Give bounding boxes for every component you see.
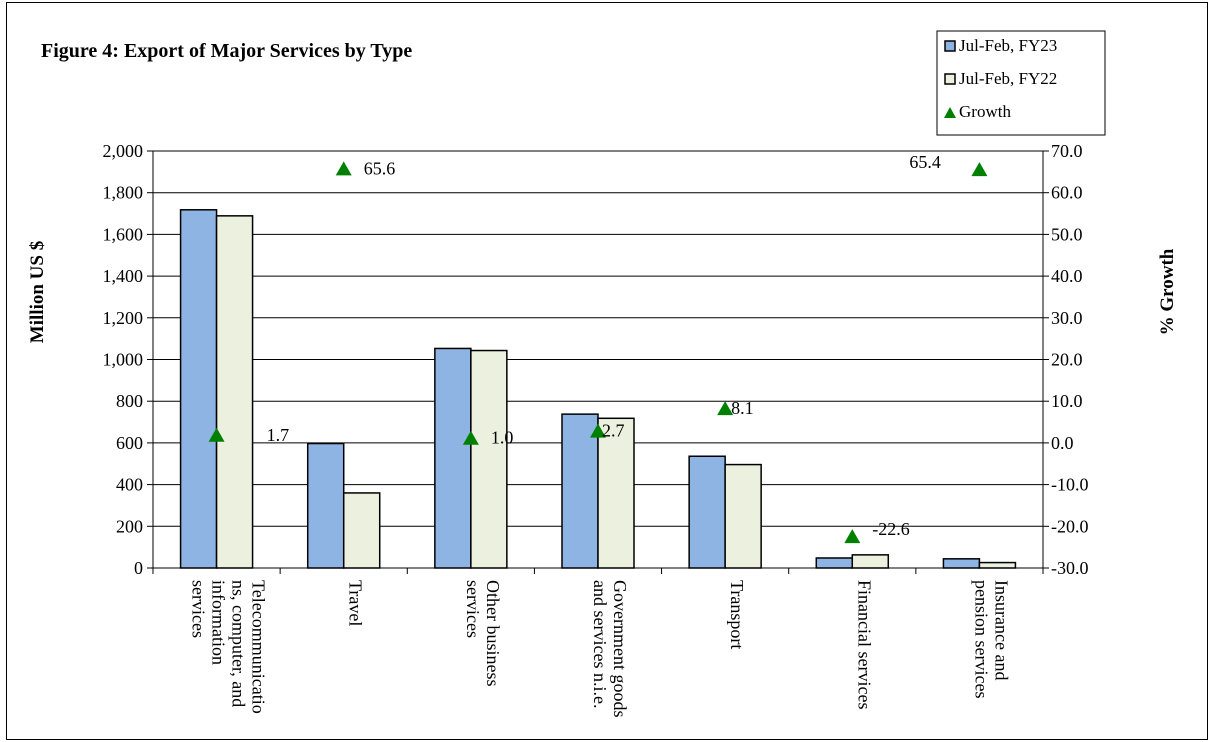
- category-label-line: information: [209, 580, 229, 665]
- growth-data-label: 1.7: [267, 425, 290, 445]
- y-tick-label: 2,000: [103, 141, 144, 161]
- category-label: Transport: [727, 580, 747, 649]
- y2-tick-label: 70.0: [1051, 141, 1083, 161]
- category-label-line: ns, computer, and: [229, 580, 249, 707]
- growth-data-label: 8.1: [731, 398, 754, 418]
- y2-tick-label: 20.0: [1051, 350, 1083, 370]
- y2-tick-label: -10.0: [1051, 475, 1089, 495]
- chart-svg: Figure 4: Export of Major Services by Ty…: [27, 30, 1178, 717]
- bar: [942, 558, 981, 569]
- category-label-line: pension services: [971, 580, 991, 698]
- y-tick-label: 600: [116, 433, 143, 453]
- bar: [597, 417, 635, 569]
- y2-tick-label: 10.0: [1051, 391, 1083, 411]
- y-tick-label: 200: [116, 516, 143, 536]
- category-label-line: Telecommunicatio: [249, 580, 269, 714]
- category-label-line: Insurance and: [991, 580, 1011, 680]
- y2-tick-label: -20.0: [1051, 516, 1089, 536]
- y-tick-label: 800: [116, 391, 143, 411]
- chart-title: Figure 4: Export of Major Services by Ty…: [41, 40, 412, 62]
- y-tick-label: 1,600: [103, 224, 144, 244]
- growth-data-label: 65.4: [909, 152, 941, 172]
- growth-marker: [208, 427, 225, 442]
- legend-swatch: [944, 40, 956, 52]
- category-label-line: Government goods: [610, 580, 630, 717]
- growth-marker: [971, 162, 988, 177]
- bar: [815, 557, 854, 569]
- bar: [179, 209, 218, 569]
- axes: 0 200 400 600 800 1,000 1,200 1,400 1,600 1,800 2,…: [103, 141, 1089, 578]
- y2-tick-label: 0.0: [1051, 433, 1074, 453]
- data-labels: 1.7 65.6 1.0 2.7 8.1 -22.6 65.4: [267, 152, 941, 539]
- growth-marker: [335, 161, 352, 176]
- bar: [724, 463, 762, 569]
- y2-tick-label: 50.0: [1051, 224, 1083, 244]
- growth-data-label: 65.6: [364, 158, 396, 178]
- category-label-line: services: [463, 580, 483, 638]
- bar: [978, 561, 1017, 569]
- legend-label: Jul-Feb, FY23: [959, 36, 1057, 55]
- growth-marker: [462, 430, 479, 445]
- y2-tick-label: -30.0: [1051, 558, 1089, 578]
- legend-marker: [944, 107, 956, 118]
- bar: [851, 554, 890, 569]
- bar: [470, 349, 508, 569]
- bar: [434, 347, 472, 569]
- legend-box: [936, 30, 1106, 136]
- category-label-line: Financial services: [854, 580, 874, 709]
- y-axis-title: Million US $: [27, 241, 48, 343]
- category-label-line: services: [189, 580, 209, 638]
- y-tick-label: 400: [116, 475, 143, 495]
- bar: [215, 215, 254, 569]
- category-label-line: Travel: [346, 580, 366, 626]
- y-tick-label: 1,000: [103, 350, 144, 370]
- growth-data-label: -22.6: [872, 519, 910, 539]
- y2-tick-label: 60.0: [1051, 183, 1083, 203]
- y-tick-label: 1,400: [103, 266, 144, 286]
- growth-marker: [844, 529, 861, 544]
- y2-tick-label: 40.0: [1051, 266, 1083, 286]
- category-label-line: and services n.i.e.: [590, 580, 610, 708]
- bar: [306, 442, 345, 569]
- category-label: Financial services: [854, 580, 874, 709]
- category-label-line: Other business: [483, 580, 503, 687]
- bars: [179, 209, 1017, 569]
- bar: [342, 492, 381, 569]
- gridlines: [153, 150, 1043, 527]
- legend-label: Jul-Feb, FY22: [959, 69, 1057, 88]
- category-label: Travel: [346, 580, 366, 626]
- growth-markers: [208, 161, 988, 544]
- legend-swatch: [944, 73, 956, 85]
- y2-tick-label: 30.0: [1051, 308, 1083, 328]
- bar: [688, 455, 726, 569]
- legend: Jul-Feb, FY23 Jul-Feb, FY22 Growth: [936, 30, 1106, 136]
- y-tick-label: 1,800: [103, 183, 144, 203]
- chart-frame: Figure 4: Export of Major Services by Ty…: [6, 2, 1208, 740]
- y2-axis-title: % Growth: [1157, 248, 1178, 335]
- y-tick-label: 1,200: [103, 308, 144, 328]
- legend-label: Growth: [959, 102, 1011, 121]
- growth-data-label: 1.0: [491, 428, 514, 448]
- growth-data-label: 2.7: [602, 421, 625, 441]
- y-tick-label: 0: [134, 558, 143, 578]
- category-label-line: Transport: [727, 580, 747, 649]
- growth-marker: [590, 423, 606, 438]
- growth-marker: [717, 401, 734, 416]
